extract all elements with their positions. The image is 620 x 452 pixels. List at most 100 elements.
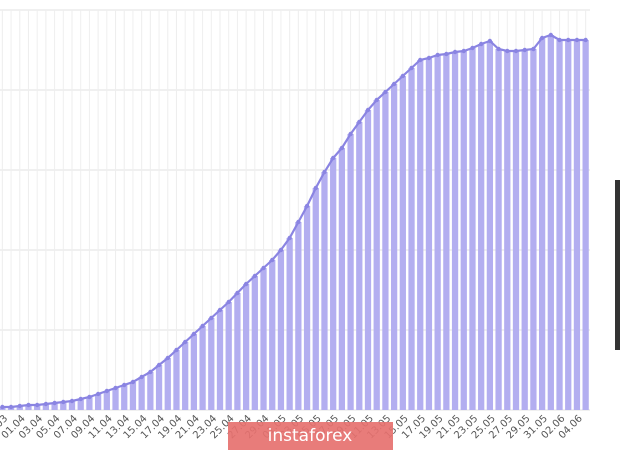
point bbox=[452, 49, 458, 55]
point bbox=[156, 362, 162, 368]
point bbox=[78, 396, 83, 402]
bar bbox=[417, 60, 424, 410]
bar bbox=[373, 100, 380, 410]
bar bbox=[225, 302, 232, 410]
point bbox=[496, 46, 501, 52]
bar bbox=[356, 122, 363, 410]
bar bbox=[382, 92, 389, 410]
bar bbox=[364, 110, 372, 410]
bar bbox=[425, 58, 433, 410]
point bbox=[461, 48, 466, 54]
point bbox=[104, 388, 110, 394]
point bbox=[383, 89, 388, 95]
bar bbox=[460, 51, 467, 410]
bar bbox=[182, 342, 189, 410]
bar bbox=[103, 391, 110, 410]
bar bbox=[303, 206, 311, 410]
point bbox=[357, 119, 362, 125]
bar bbox=[94, 394, 102, 410]
point bbox=[261, 265, 266, 271]
point bbox=[174, 347, 179, 353]
bar bbox=[486, 41, 494, 410]
point bbox=[470, 45, 475, 51]
point bbox=[243, 281, 249, 287]
point bbox=[435, 52, 440, 58]
point bbox=[566, 37, 571, 43]
point bbox=[574, 37, 580, 43]
point bbox=[165, 355, 170, 361]
point bbox=[374, 97, 379, 103]
bar bbox=[208, 318, 215, 410]
bar bbox=[512, 51, 520, 410]
point bbox=[287, 235, 292, 241]
bar bbox=[147, 372, 154, 410]
point bbox=[61, 399, 66, 405]
bar bbox=[565, 40, 572, 410]
point bbox=[365, 107, 371, 113]
point bbox=[191, 331, 197, 337]
point bbox=[182, 339, 188, 345]
bar bbox=[573, 40, 581, 410]
point bbox=[217, 307, 223, 313]
bar bbox=[547, 35, 554, 410]
bar bbox=[68, 401, 76, 410]
bar bbox=[77, 399, 84, 410]
bar bbox=[199, 326, 206, 410]
bar bbox=[556, 40, 563, 410]
point bbox=[226, 299, 231, 305]
bar bbox=[390, 84, 398, 410]
bar bbox=[451, 52, 459, 410]
point bbox=[444, 51, 449, 57]
bar bbox=[51, 403, 58, 410]
point bbox=[8, 404, 14, 410]
watermark: instaforex bbox=[268, 426, 353, 446]
point bbox=[513, 48, 519, 54]
point bbox=[391, 81, 397, 87]
bar bbox=[434, 55, 441, 410]
point bbox=[148, 369, 153, 375]
point bbox=[69, 398, 75, 404]
bar bbox=[260, 268, 267, 410]
point bbox=[26, 402, 31, 408]
point bbox=[548, 32, 554, 38]
point bbox=[339, 145, 345, 151]
bar bbox=[129, 382, 137, 410]
bar bbox=[312, 188, 319, 410]
bar bbox=[399, 76, 406, 410]
bar bbox=[443, 54, 450, 410]
bar bbox=[25, 405, 32, 410]
watermark-box bbox=[228, 422, 393, 450]
point bbox=[52, 400, 57, 406]
bar bbox=[251, 276, 258, 410]
bar bbox=[234, 293, 241, 410]
bar bbox=[582, 40, 589, 410]
point bbox=[87, 394, 92, 400]
bar bbox=[138, 377, 145, 410]
bar bbox=[538, 38, 546, 410]
bar bbox=[521, 50, 528, 410]
point bbox=[139, 374, 144, 380]
point bbox=[505, 48, 510, 54]
bar bbox=[347, 134, 354, 410]
point bbox=[296, 219, 301, 225]
point bbox=[313, 185, 318, 191]
bar bbox=[478, 44, 485, 410]
point bbox=[348, 131, 353, 137]
point bbox=[322, 169, 327, 175]
point bbox=[531, 46, 536, 52]
point bbox=[539, 35, 545, 41]
point bbox=[34, 402, 40, 408]
point bbox=[409, 65, 414, 71]
point bbox=[330, 155, 336, 161]
point bbox=[252, 273, 258, 279]
point bbox=[122, 382, 127, 388]
bar bbox=[408, 68, 415, 410]
bar bbox=[164, 358, 171, 410]
bar bbox=[155, 365, 163, 410]
bar bbox=[286, 238, 293, 410]
bar bbox=[121, 385, 128, 410]
point bbox=[270, 257, 275, 263]
bar bbox=[269, 260, 276, 410]
point bbox=[278, 247, 284, 253]
